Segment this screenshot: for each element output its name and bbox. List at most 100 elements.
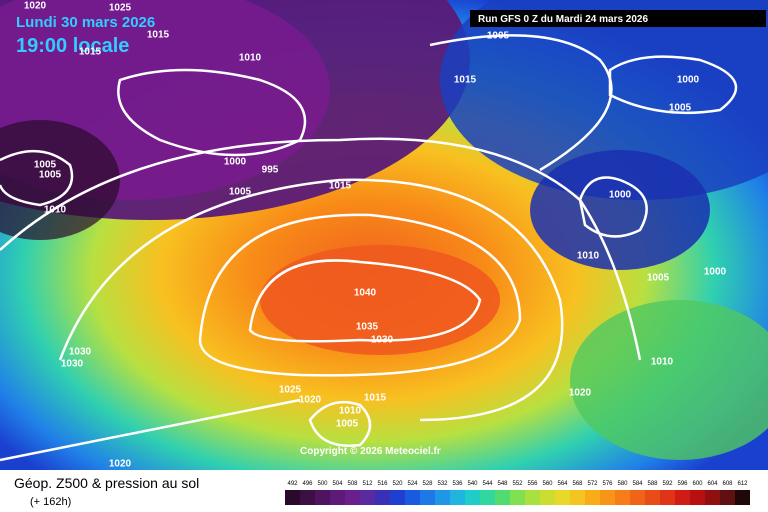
scale-swatch xyxy=(525,490,540,505)
isobar-label: 995 xyxy=(262,165,279,176)
scale-swatch xyxy=(615,490,630,505)
isobar xyxy=(578,176,648,238)
isobar-label: 1005 xyxy=(229,187,252,198)
scale-label: 576 xyxy=(602,481,613,487)
scale-swatch xyxy=(630,490,645,505)
scale-swatch xyxy=(315,490,330,505)
isobar-label: 1030 xyxy=(69,347,92,358)
legend-lead-time: (+ 162h) xyxy=(30,496,71,508)
isobar-label: 1000 xyxy=(677,75,700,86)
scale-swatch xyxy=(690,490,705,505)
scale-swatch xyxy=(720,490,735,505)
isobar-label: 1015 xyxy=(79,47,102,58)
run-info: Run GFS 0 Z du Mardi 24 mars 2026 xyxy=(478,14,648,25)
legend-title: Géop. Z500 & pression au sol xyxy=(14,475,199,491)
isobar xyxy=(0,398,301,462)
scale-swatch xyxy=(285,490,300,505)
scale-label: 552 xyxy=(512,481,523,487)
isobar-label: 1015 xyxy=(147,30,170,41)
scale-swatch xyxy=(405,490,420,505)
scale-label: 608 xyxy=(722,481,733,487)
valid-date: Lundi 30 mars 2026 xyxy=(16,14,155,31)
scale-label: 612 xyxy=(737,481,748,487)
isobar xyxy=(308,400,372,447)
isobar-label: 1015 xyxy=(454,75,477,86)
scale-swatch xyxy=(645,490,660,505)
green-area xyxy=(570,300,768,460)
low-area xyxy=(530,150,710,270)
scale-label: 504 xyxy=(332,481,343,487)
scale-swatch xyxy=(570,490,585,505)
scale-swatch xyxy=(390,490,405,505)
scale-label: 496 xyxy=(302,481,313,487)
isobar-label: 1005 xyxy=(647,273,670,284)
scale-swatch xyxy=(660,490,675,505)
scale-swatch xyxy=(705,490,720,505)
scale-swatch xyxy=(600,490,615,505)
scale-label: 540 xyxy=(467,481,478,487)
isobar-label: 1000 xyxy=(609,190,632,201)
scale-swatch xyxy=(420,490,435,505)
isobar xyxy=(608,55,738,115)
scale-swatch xyxy=(510,490,525,505)
scale-label: 528 xyxy=(422,481,433,487)
isobar-label: 1010 xyxy=(577,251,600,262)
scale-label: 532 xyxy=(437,481,448,487)
isobar xyxy=(58,178,564,422)
isobar-label: 1010 xyxy=(239,53,262,64)
isobar-label: 1015 xyxy=(364,393,387,404)
isobar-label: 1005 xyxy=(669,103,692,114)
isobar-label: 1030 xyxy=(61,359,84,370)
scale-label: 580 xyxy=(617,481,628,487)
scale-label: 544 xyxy=(482,481,493,487)
low-area xyxy=(440,0,768,200)
isobar-label: 1005 xyxy=(336,419,359,430)
scale-label: 516 xyxy=(377,481,388,487)
scale-swatch xyxy=(435,490,450,505)
scale-label: 588 xyxy=(647,481,658,487)
scale-label: 604 xyxy=(707,481,718,487)
isobar-label: 1005 xyxy=(39,170,62,181)
isobar-label: 1020 xyxy=(569,388,592,399)
scale-swatch xyxy=(450,490,465,505)
scale-label: 568 xyxy=(572,481,583,487)
isobar-label: 1025 xyxy=(279,385,302,396)
isobar xyxy=(198,213,522,377)
scale-swatch xyxy=(540,490,555,505)
scale-label: 512 xyxy=(362,481,373,487)
isobar-label: 1000 xyxy=(224,157,247,168)
isobar xyxy=(0,137,642,361)
isobar xyxy=(248,259,482,343)
valid-time: 19:00 locale xyxy=(16,35,129,57)
scale-label: 508 xyxy=(347,481,358,487)
isobar-label: 1005 xyxy=(487,31,510,42)
run-banner xyxy=(470,10,766,27)
scale-label: 492 xyxy=(287,481,298,487)
isobar-label: 1015 xyxy=(329,181,352,192)
scale-swatch xyxy=(480,490,495,505)
isobar xyxy=(429,34,613,172)
high-core xyxy=(260,245,500,355)
scale-label: 564 xyxy=(557,481,568,487)
isobar-label: 1035 xyxy=(356,322,379,333)
scale-label: 560 xyxy=(542,481,553,487)
scale-swatch xyxy=(300,490,315,505)
isobar-label: 1010 xyxy=(339,406,362,417)
scale-label: 520 xyxy=(392,481,403,487)
map: Run GFS 0 Z du Mardi 24 mars 2026 Lundi … xyxy=(0,0,768,470)
isobar-labels: 1020 102510151015101010151005100010051005… xyxy=(24,1,727,470)
scale-label: 548 xyxy=(497,481,508,487)
isobar-label: 1020 xyxy=(299,395,322,406)
scale-swatch xyxy=(360,490,375,505)
scale-swatch xyxy=(345,490,360,505)
isobar-label: 1010 xyxy=(651,357,674,368)
scale-label: 584 xyxy=(632,481,643,487)
color-scale: 492 496 500 504 508 512 516 520 524 528 532 536 540 5… xyxy=(285,481,750,505)
scale-label: 600 xyxy=(692,481,703,487)
isobar-label: 1020 xyxy=(24,1,47,12)
scale-label: 556 xyxy=(527,481,538,487)
scale-swatch xyxy=(495,490,510,505)
isobar-label: 1025 xyxy=(109,3,132,14)
scale-label: 524 xyxy=(407,481,418,487)
